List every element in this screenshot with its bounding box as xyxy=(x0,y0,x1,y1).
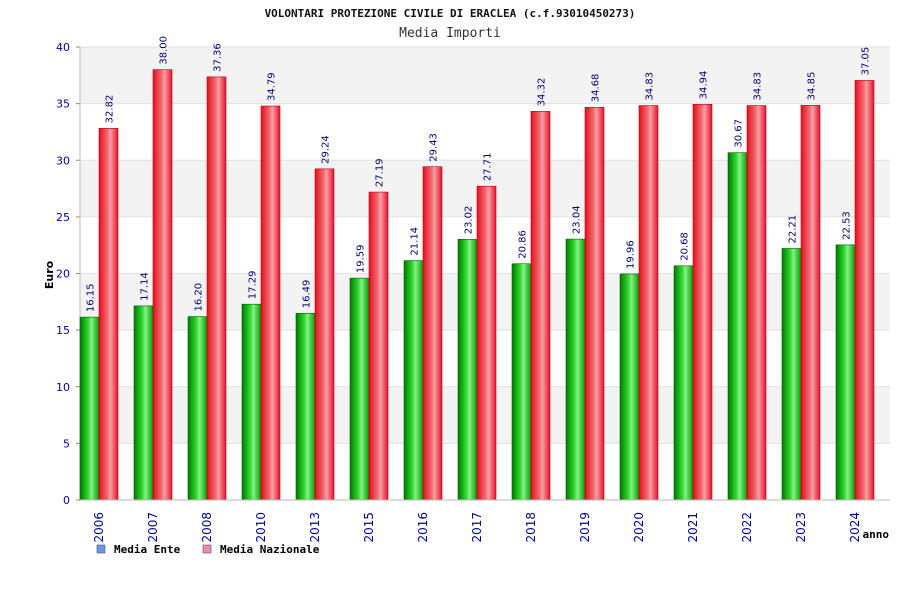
y-tick-label: 15 xyxy=(56,324,70,337)
data-label: 34.32 xyxy=(537,78,548,107)
x-tick-label: 2017 xyxy=(470,512,484,543)
bar-media-ente xyxy=(242,304,261,500)
data-label: 23.02 xyxy=(464,206,475,235)
bar-media-ente xyxy=(836,245,855,500)
bar-media-nazionale xyxy=(207,77,226,500)
bar-media-ente xyxy=(296,313,315,500)
data-label: 34.83 xyxy=(645,72,656,101)
bar-media-ente xyxy=(350,278,369,500)
data-label: 19.59 xyxy=(356,245,367,274)
bar-media-nazionale xyxy=(153,70,172,500)
bar-media-ente xyxy=(458,239,477,500)
data-label: 38.00 xyxy=(159,36,170,65)
x-tick-label: 2015 xyxy=(362,512,376,543)
bar-media-nazionale xyxy=(99,128,118,500)
y-tick-label: 20 xyxy=(56,268,70,281)
y-tick-label: 30 xyxy=(56,154,70,167)
data-label: 27.19 xyxy=(375,158,386,187)
bar-media-nazionale xyxy=(639,106,658,500)
chart-title: VOLONTARI PROTEZIONE CIVILE DI ERACLEA (… xyxy=(265,7,636,20)
bar-media-ente xyxy=(134,306,153,500)
bar-media-ente xyxy=(188,317,207,500)
bar-media-ente xyxy=(782,248,801,500)
data-label: 34.85 xyxy=(807,72,818,101)
y-axis-label: Euro xyxy=(43,260,56,289)
data-label: 32.82 xyxy=(105,95,116,124)
bar-media-nazionale xyxy=(801,105,820,500)
x-tick-label: 2010 xyxy=(254,512,268,543)
bar-media-nazionale xyxy=(315,169,334,500)
x-tick-label: 2013 xyxy=(308,512,322,543)
x-tick-label: 2006 xyxy=(92,512,106,543)
bar-media-ente xyxy=(728,153,747,500)
plot-band xyxy=(80,47,890,104)
data-label: 22.53 xyxy=(842,211,853,240)
data-label: 16.15 xyxy=(86,283,97,312)
x-tick-label: 2008 xyxy=(200,512,214,543)
bar-media-nazionale xyxy=(693,104,712,500)
bar-media-nazionale xyxy=(531,111,550,500)
data-label: 17.29 xyxy=(248,271,259,300)
y-tick-label: 10 xyxy=(56,381,70,394)
bar-media-ente xyxy=(404,261,423,500)
data-label: 34.68 xyxy=(591,74,602,103)
legend-label: Media Nazionale xyxy=(220,543,320,556)
data-label: 17.14 xyxy=(140,272,151,301)
data-label: 29.43 xyxy=(429,133,440,162)
data-label: 16.20 xyxy=(194,283,205,312)
bar-media-nazionale xyxy=(477,186,496,500)
bar-media-ente xyxy=(80,317,99,500)
bar-media-nazionale xyxy=(747,106,766,500)
y-tick-label: 25 xyxy=(56,211,70,224)
y-axis: 0 5 10 15 20 25 30 35 40 xyxy=(56,41,80,507)
legend: Media Ente Media Nazionale xyxy=(97,543,320,556)
data-label: 34.79 xyxy=(267,72,278,101)
legend-swatch xyxy=(203,545,211,553)
x-tick-label: 2024 xyxy=(848,512,862,543)
data-label: 37.05 xyxy=(861,47,872,76)
data-label: 30.67 xyxy=(734,119,745,148)
y-tick-label: 35 xyxy=(56,98,70,111)
legend-label: Media Ente xyxy=(114,543,181,556)
data-label: 27.71 xyxy=(483,153,494,182)
chart-subtitle: Media Importi xyxy=(399,26,501,41)
bar-media-ente xyxy=(620,274,639,500)
bar-media-nazionale xyxy=(423,167,442,500)
plot-band xyxy=(80,104,890,161)
y-tick-label: 0 xyxy=(63,494,70,507)
x-tick-label: 2020 xyxy=(632,512,646,543)
x-tick-label: 2023 xyxy=(794,512,808,543)
data-label: 23.04 xyxy=(572,205,583,234)
x-tick-label: 2016 xyxy=(416,512,430,543)
legend-swatch xyxy=(97,545,105,553)
bar-media-ente xyxy=(566,239,585,500)
data-label: 21.14 xyxy=(410,227,421,256)
x-axis: 2006 2007 2008 2010 2013 2015 2016 2017 2018 2019… xyxy=(80,500,890,543)
x-tick-label: 2019 xyxy=(578,512,592,543)
y-tick-label: 5 xyxy=(63,437,70,450)
bar-media-nazionale xyxy=(855,80,874,500)
data-label: 34.94 xyxy=(699,71,710,100)
y-tick-label: 40 xyxy=(56,41,70,54)
data-label: 34.83 xyxy=(753,72,764,101)
bar-media-ente xyxy=(512,264,531,500)
data-label: 19.96 xyxy=(626,240,637,269)
bar-media-nazionale xyxy=(369,192,388,500)
x-tick-label: 2018 xyxy=(524,512,538,543)
data-label: 20.68 xyxy=(680,232,691,261)
data-label: 20.86 xyxy=(518,230,529,259)
data-label: 16.49 xyxy=(302,280,313,309)
data-label: 29.24 xyxy=(321,135,332,164)
bar-media-nazionale xyxy=(585,107,604,500)
x-tick-label: 2022 xyxy=(740,512,754,543)
x-tick-label: 2007 xyxy=(146,512,160,543)
x-tick-label: 2021 xyxy=(686,512,700,543)
x-axis-label: anno xyxy=(863,528,890,541)
data-label: 22.21 xyxy=(788,215,799,244)
bar-media-ente xyxy=(674,266,693,500)
bar-media-nazionale xyxy=(261,106,280,500)
data-label: 37.36 xyxy=(213,43,224,72)
